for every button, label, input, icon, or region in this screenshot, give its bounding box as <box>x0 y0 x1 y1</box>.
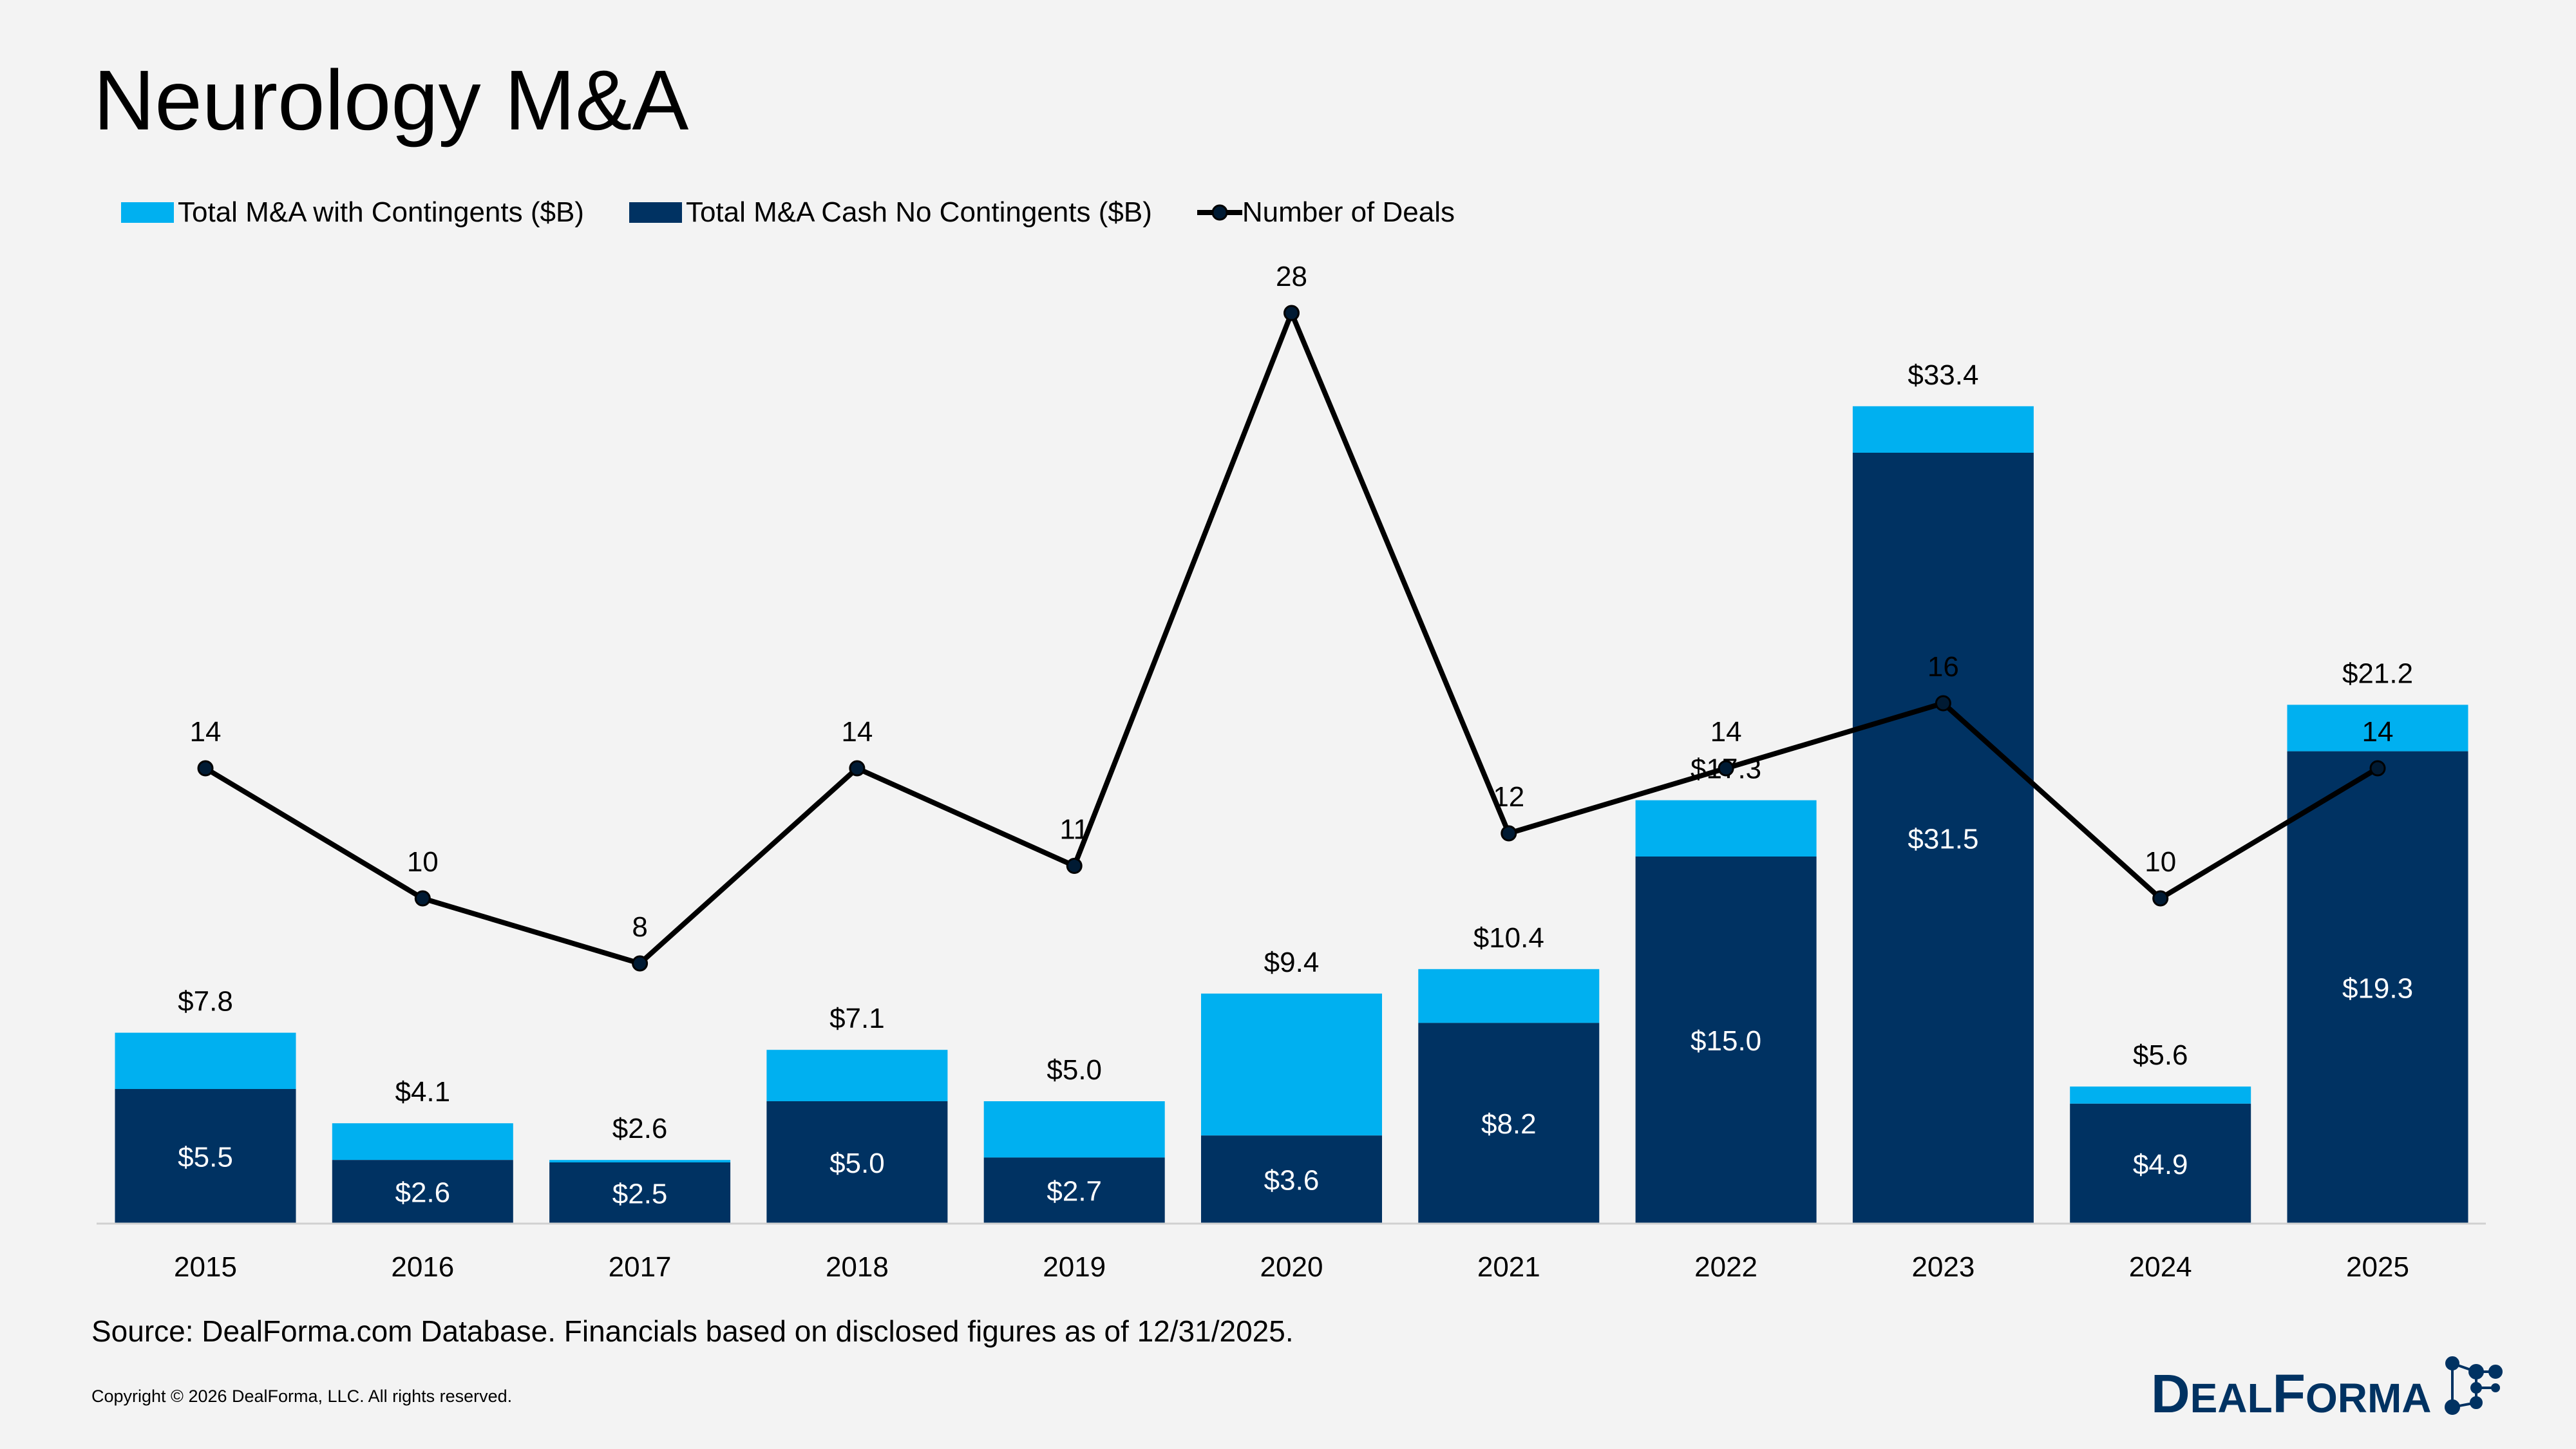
data-label-deals: 8 <box>632 911 647 943</box>
data-label-cash: $2.6 <box>395 1177 450 1209</box>
copyright-note: Copyright © 2026 DealForma, LLC. All rig… <box>91 1387 513 1406</box>
bar-contingents <box>332 1123 513 1160</box>
legend-line-marker-icon <box>1197 204 1242 221</box>
legend-item-cash: Total M&A Cash No Contingents ($B) <box>629 196 1152 229</box>
bar-cash <box>1852 453 2034 1224</box>
deals-line <box>204 310 2380 966</box>
data-label-total: $5.0 <box>1046 1054 1102 1086</box>
svg-text:DEALFORMA: DEALFORMA <box>2151 1363 2432 1424</box>
x-tick-label: 2018 <box>826 1251 889 1283</box>
data-label-cash: $5.0 <box>829 1148 885 1179</box>
bar-cash <box>115 1089 296 1224</box>
legend-label: Total M&A with Contingents ($B) <box>178 196 584 228</box>
deals-point <box>1935 695 1951 712</box>
data-label-deals: 16 <box>1927 651 1959 683</box>
data-label-cash: $3.6 <box>1264 1165 1320 1197</box>
bar-cash <box>2287 751 2468 1224</box>
legend-label: Number of Deals <box>1242 196 1455 228</box>
x-tick-label: 2019 <box>1043 1251 1106 1283</box>
data-label-cash: $31.5 <box>1908 824 1978 855</box>
bar-cash <box>2070 1103 2251 1224</box>
data-label-deals: 10 <box>407 846 439 878</box>
data-label-deals: 12 <box>1493 781 1524 813</box>
legend-label: Total M&A Cash No Contingents ($B) <box>685 196 1152 228</box>
bar-contingents <box>2070 1086 2251 1104</box>
deals-point <box>197 760 214 777</box>
dealforma-logo: DEALFORMA <box>2151 1356 2503 1424</box>
bar-contingents <box>766 1050 948 1101</box>
x-tick-label: 2025 <box>2346 1251 2409 1283</box>
bar-contingents <box>1635 800 1817 857</box>
bar-cash <box>1635 857 1817 1224</box>
data-label-deals: 14 <box>190 716 222 748</box>
bar-contingents <box>983 1101 1165 1158</box>
x-tick-label: 2023 <box>1911 1251 1975 1283</box>
bar-contingents <box>549 1160 731 1162</box>
data-label-deals: 28 <box>1276 261 1307 292</box>
data-label-total: $7.8 <box>178 986 233 1018</box>
data-label-deals: 11 <box>1059 814 1089 846</box>
bar-contingents <box>1418 969 1600 1023</box>
bar-contingents <box>1852 406 2034 453</box>
x-tick-label: 2016 <box>391 1251 454 1283</box>
x-tick-label: 2015 <box>174 1251 237 1283</box>
legend-swatch-contingents <box>121 202 174 223</box>
source-note: Source: DealForma.com Database. Financia… <box>91 1314 1294 1348</box>
deals-point <box>414 890 431 907</box>
data-label-cash: $2.5 <box>612 1179 668 1210</box>
deals-point <box>1283 305 1300 321</box>
bar-cash <box>332 1160 513 1224</box>
data-label-cash: $8.2 <box>1481 1108 1537 1140</box>
legend-item-contingents: Total M&A with Contingents ($B) <box>121 196 584 229</box>
bar-contingents <box>2287 705 2468 752</box>
data-label-total: $4.1 <box>395 1076 450 1108</box>
x-tick-label: 2017 <box>609 1251 672 1283</box>
legend-item-deals: Number of Deals <box>1197 196 1455 229</box>
x-tick-label: 2024 <box>2129 1251 2192 1283</box>
data-label-cash: $19.3 <box>2342 972 2413 1004</box>
data-label-total: $7.1 <box>829 1003 885 1034</box>
bar-cash <box>549 1162 731 1224</box>
deals-point <box>1718 760 1734 777</box>
chart-legend: Total M&A with Contingents ($B) Total M&… <box>121 196 1500 229</box>
bar-cash <box>1201 1135 1382 1224</box>
bar-cash <box>766 1101 948 1224</box>
data-label-cash: $4.9 <box>2133 1149 2188 1180</box>
data-label-total: $2.6 <box>612 1113 668 1144</box>
bar-cash <box>1418 1023 1600 1224</box>
data-label-deals: 10 <box>2145 846 2176 878</box>
deals-point <box>849 760 866 777</box>
legend-swatch-cash <box>629 202 682 223</box>
deals-point <box>1066 858 1083 874</box>
deals-point <box>2152 890 2169 907</box>
data-label-deals: 14 <box>841 716 873 748</box>
data-label-total: $33.4 <box>1908 359 1978 391</box>
data-label-total: $5.6 <box>2133 1039 2188 1071</box>
bar-cash <box>983 1157 1165 1224</box>
deals-point <box>2369 760 2386 777</box>
data-label-total: $10.4 <box>1473 922 1544 954</box>
x-tick-label: 2020 <box>1260 1251 1323 1283</box>
data-label-deals: 14 <box>2362 716 2394 748</box>
data-label-cash: $15.0 <box>1690 1025 1761 1057</box>
data-label-cash: $2.7 <box>1046 1176 1102 1208</box>
bar-contingents <box>1201 993 1382 1136</box>
deals-point <box>632 955 649 972</box>
data-label-deals: 14 <box>1710 716 1742 748</box>
page-title: Neurology M&A <box>93 53 689 147</box>
data-label-total: $9.4 <box>1264 947 1320 978</box>
bar-contingents <box>115 1032 296 1089</box>
data-label-cash: $5.5 <box>178 1142 233 1173</box>
x-tick-label: 2022 <box>1694 1251 1757 1283</box>
deals-point <box>1501 825 1517 842</box>
x-tick-label: 2021 <box>1477 1251 1540 1283</box>
data-label-total: $21.2 <box>2342 658 2413 689</box>
